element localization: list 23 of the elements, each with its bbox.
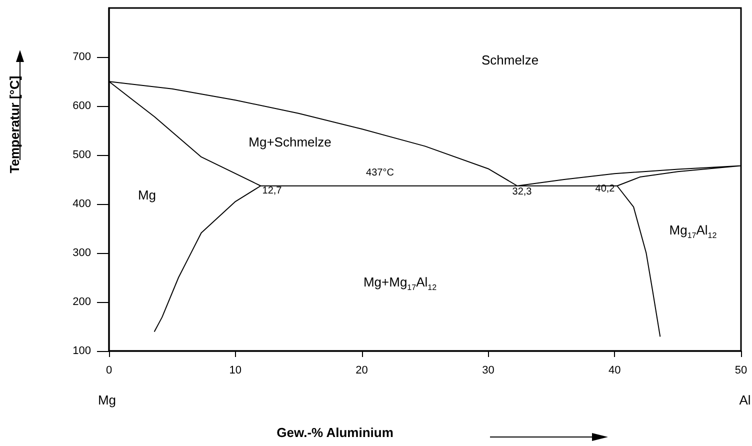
text: Al — [739, 392, 751, 408]
annotation: Schmelze — [481, 52, 539, 68]
y-tick-label: 500 — [72, 149, 91, 161]
x-tick-label: 10 — [229, 364, 242, 376]
x-tick-label: 30 — [482, 364, 494, 376]
annotation: 12,7 — [262, 186, 282, 196]
x-tick-label: 40 — [608, 364, 621, 376]
annotation: Mg — [138, 188, 156, 202]
x-tick-label: 50 — [734, 364, 748, 376]
x-axis-title: Gew.-% Aluminium — [276, 425, 394, 440]
text: Mg — [98, 392, 116, 408]
y-tick-label: 200 — [72, 296, 91, 308]
y-tick-label: 400 — [72, 198, 91, 210]
y-tick-label: 700 — [72, 51, 91, 63]
y-tick-label: 600 — [72, 100, 91, 112]
y-axis-title: Temperatur [°C] — [7, 76, 22, 174]
x-tick-label: 0 — [106, 364, 112, 376]
y-tick-label: 300 — [72, 247, 91, 259]
annotation: 32,3 — [512, 186, 532, 198]
y-tick-label: 100 — [72, 345, 91, 357]
annotation: Mg+Schmelze — [248, 134, 332, 150]
annotation: 437°C — [366, 168, 394, 178]
x-tick-label: 20 — [356, 364, 368, 376]
